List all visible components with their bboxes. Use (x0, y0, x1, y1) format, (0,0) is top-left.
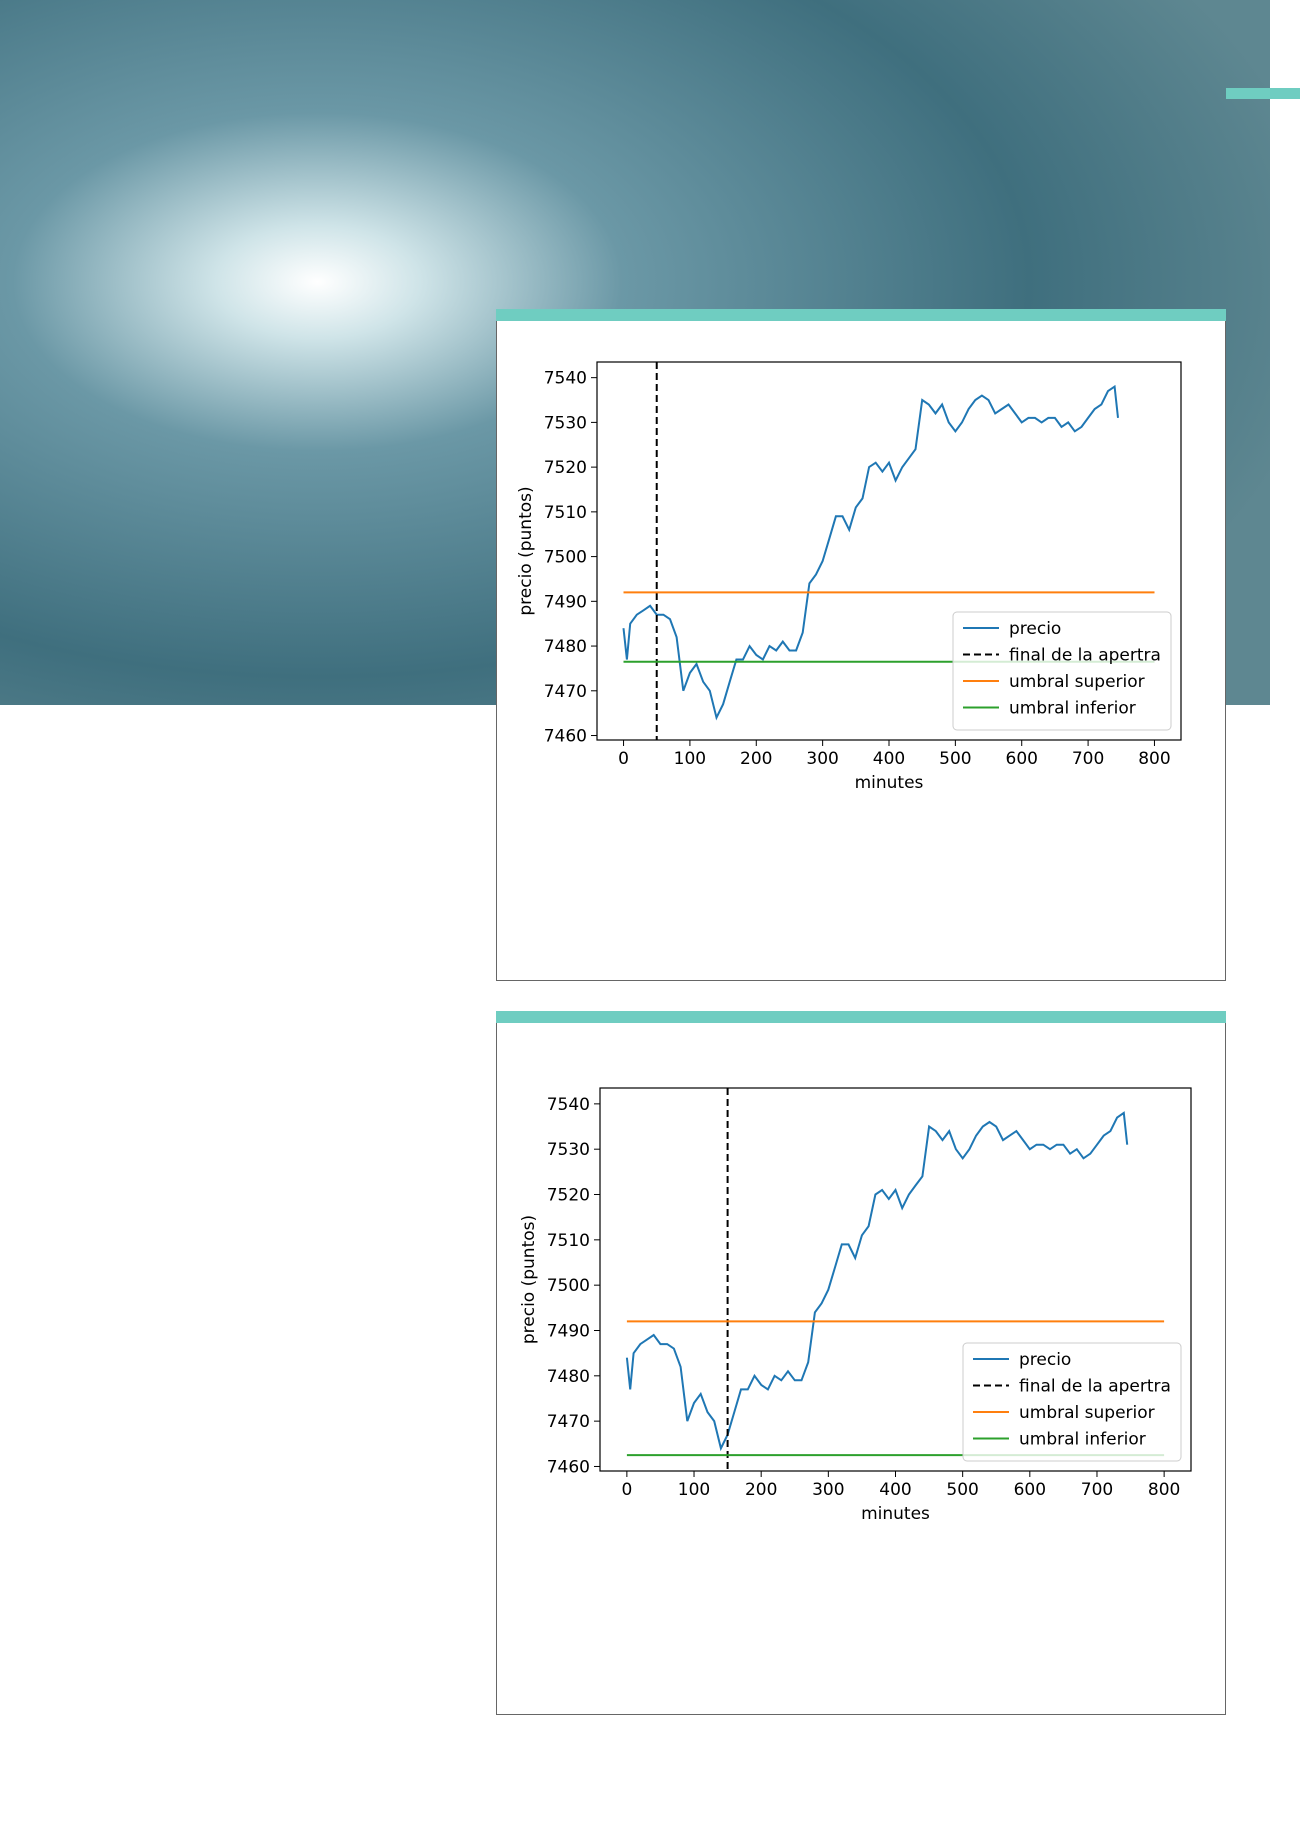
x-tick-label: 200 (740, 749, 772, 769)
y-tick-label: 7490 (547, 1321, 590, 1341)
y-tick-label: 7520 (547, 1186, 590, 1206)
legend-label: precio (1019, 1350, 1071, 1370)
y-tick-label: 7520 (544, 458, 587, 478)
y-tick-label: 7530 (547, 1140, 590, 1160)
x-tick-label: 500 (946, 1480, 978, 1500)
plot-frame (599, 1087, 1192, 1472)
x-tick-label: 700 (1081, 1480, 1113, 1500)
series-line (622, 384, 1119, 721)
figure-stripe (496, 309, 1226, 321)
series-line (625, 1111, 1129, 1452)
legend-box (952, 611, 1172, 731)
plot-frame (596, 361, 1182, 741)
legend-label: umbral superior (1009, 672, 1145, 692)
x-tick-label: 300 (812, 1480, 844, 1500)
y-axis-label: precio (puntos) (519, 1215, 539, 1344)
legend-label: umbral inferior (1009, 699, 1136, 719)
y-tick-label: 7460 (544, 727, 587, 747)
y-tick-label: 7540 (547, 1095, 590, 1115)
x-tick-label: 100 (678, 1480, 710, 1500)
x-tick-label: 400 (873, 749, 905, 769)
figure-stripe (496, 1011, 1226, 1023)
x-tick-label: 600 (1014, 1480, 1046, 1500)
y-tick-label: 7470 (547, 1412, 590, 1432)
legend-box (962, 1342, 1182, 1462)
y-tick-label: 7460 (547, 1457, 590, 1477)
x-tick-label: 200 (745, 1480, 777, 1500)
y-axis-label: precio (puntos) (516, 486, 536, 615)
x-axis-label: minutes (861, 1504, 930, 1524)
legend-label: precio (1009, 619, 1061, 639)
x-tick-label: 700 (1072, 749, 1104, 769)
x-tick-label: 0 (618, 749, 629, 769)
y-tick-label: 7500 (544, 548, 587, 568)
y-tick-label: 7510 (544, 503, 587, 523)
y-tick-label: 7530 (544, 413, 587, 433)
y-tick-label: 7540 (544, 369, 587, 389)
x-tick-label: 0 (621, 1480, 632, 1500)
legend-label: final de la apertra (1009, 646, 1161, 666)
legend-label: final de la apertra (1019, 1377, 1171, 1397)
y-tick-label: 7490 (544, 592, 587, 612)
y-tick-label: 7480 (547, 1367, 590, 1387)
y-tick-label: 7500 (547, 1276, 590, 1296)
x-tick-label: 400 (879, 1480, 911, 1500)
x-axis-label: minutes (855, 773, 924, 793)
x-tick-label: 800 (1148, 1480, 1180, 1500)
x-tick-label: 800 (1138, 749, 1170, 769)
x-tick-label: 600 (1006, 749, 1038, 769)
x-tick-label: 100 (674, 749, 706, 769)
accent-bar (1226, 88, 1300, 99)
y-tick-label: 7480 (544, 637, 587, 657)
x-tick-label: 500 (939, 749, 971, 769)
legend-label: umbral superior (1019, 1403, 1155, 1423)
legend-label: umbral inferior (1019, 1430, 1146, 1450)
y-tick-label: 7470 (544, 682, 587, 702)
x-tick-label: 300 (806, 749, 838, 769)
y-tick-label: 7510 (547, 1231, 590, 1251)
